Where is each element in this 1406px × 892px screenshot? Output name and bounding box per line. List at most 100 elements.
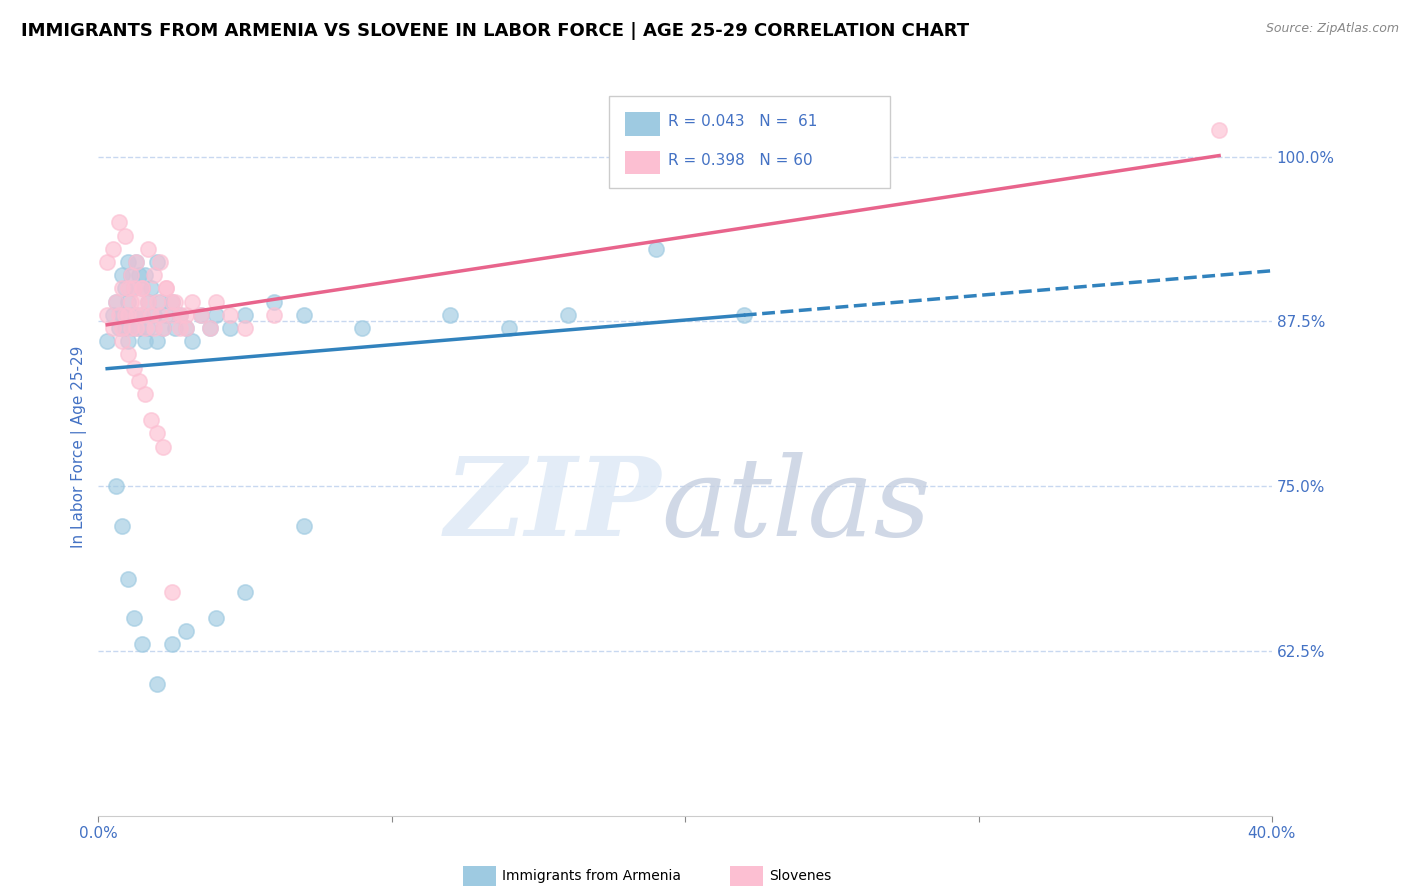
Point — [149, 308, 172, 322]
Point — [176, 321, 198, 335]
Point — [122, 360, 145, 375]
Point — [136, 294, 159, 309]
Point — [125, 255, 148, 269]
Point — [198, 321, 221, 335]
Point — [117, 294, 139, 309]
Point — [101, 242, 124, 256]
Point — [146, 255, 169, 269]
Point — [104, 294, 127, 309]
Point — [131, 308, 153, 322]
Point — [143, 308, 166, 322]
Point — [117, 347, 139, 361]
Point — [498, 321, 520, 335]
Point — [131, 281, 153, 295]
Point — [122, 281, 145, 295]
Text: R = 0.398   N = 60: R = 0.398 N = 60 — [668, 153, 813, 168]
Point — [125, 255, 148, 269]
Point — [219, 321, 242, 335]
Point — [141, 413, 163, 427]
Point — [176, 308, 198, 322]
Point — [219, 308, 242, 322]
Point — [128, 294, 150, 309]
FancyBboxPatch shape — [626, 112, 661, 136]
Point — [128, 374, 150, 388]
Point — [160, 308, 183, 322]
Point — [292, 518, 315, 533]
Point — [141, 281, 163, 295]
Point — [190, 308, 212, 322]
Point — [117, 308, 139, 322]
Point — [111, 334, 134, 348]
FancyBboxPatch shape — [609, 96, 890, 188]
Point — [114, 281, 136, 295]
Point — [160, 638, 183, 652]
Point — [131, 281, 153, 295]
Point — [143, 268, 166, 283]
Point — [111, 281, 134, 295]
Point — [263, 294, 285, 309]
Point — [134, 321, 156, 335]
Point — [120, 308, 142, 322]
Point — [169, 321, 191, 335]
Point — [114, 321, 136, 335]
Point — [198, 321, 221, 335]
Point — [125, 321, 148, 335]
Point — [644, 242, 666, 256]
Point — [292, 308, 315, 322]
Point — [120, 268, 142, 283]
Point — [128, 321, 150, 335]
Point — [128, 268, 150, 283]
Text: Immigrants from Armenia: Immigrants from Armenia — [502, 869, 681, 883]
Point — [155, 281, 177, 295]
Point — [263, 308, 285, 322]
Point — [96, 308, 118, 322]
Point — [134, 387, 156, 401]
Point — [117, 255, 139, 269]
Y-axis label: In Labor Force | Age 25-29: In Labor Force | Age 25-29 — [72, 345, 87, 548]
Point — [163, 294, 186, 309]
Point — [108, 215, 131, 229]
Point — [149, 294, 172, 309]
Text: Slovenes: Slovenes — [769, 869, 831, 883]
Point — [155, 308, 177, 322]
Point — [111, 308, 134, 322]
Point — [190, 308, 212, 322]
Point — [117, 281, 139, 295]
Point — [204, 611, 226, 625]
Point — [204, 308, 226, 322]
Point — [146, 426, 169, 441]
Point — [101, 321, 124, 335]
Point — [131, 281, 153, 295]
Point — [160, 584, 183, 599]
Text: IMMIGRANTS FROM ARMENIA VS SLOVENE IN LABOR FORCE | AGE 25-29 CORRELATION CHART: IMMIGRANTS FROM ARMENIA VS SLOVENE IN LA… — [21, 22, 969, 40]
Point — [155, 281, 177, 295]
Point — [233, 308, 256, 322]
Point — [111, 268, 134, 283]
Point — [143, 321, 166, 335]
Point — [352, 321, 374, 335]
Point — [131, 638, 153, 652]
Text: Source: ZipAtlas.com: Source: ZipAtlas.com — [1265, 22, 1399, 36]
Point — [146, 334, 169, 348]
Point — [136, 321, 159, 335]
Text: atlas: atlas — [662, 452, 931, 559]
Point — [122, 611, 145, 625]
Point — [101, 308, 124, 322]
Point — [120, 268, 142, 283]
Point — [104, 479, 127, 493]
Point — [114, 228, 136, 243]
Point — [134, 268, 156, 283]
Point — [96, 334, 118, 348]
Point — [96, 255, 118, 269]
Point — [117, 334, 139, 348]
Point — [557, 308, 579, 322]
Point — [111, 518, 134, 533]
Point — [120, 294, 142, 309]
Point — [114, 308, 136, 322]
Point — [163, 321, 186, 335]
Point — [181, 334, 204, 348]
Point — [136, 294, 159, 309]
Point — [233, 321, 256, 335]
Point — [160, 294, 183, 309]
Point — [146, 294, 169, 309]
